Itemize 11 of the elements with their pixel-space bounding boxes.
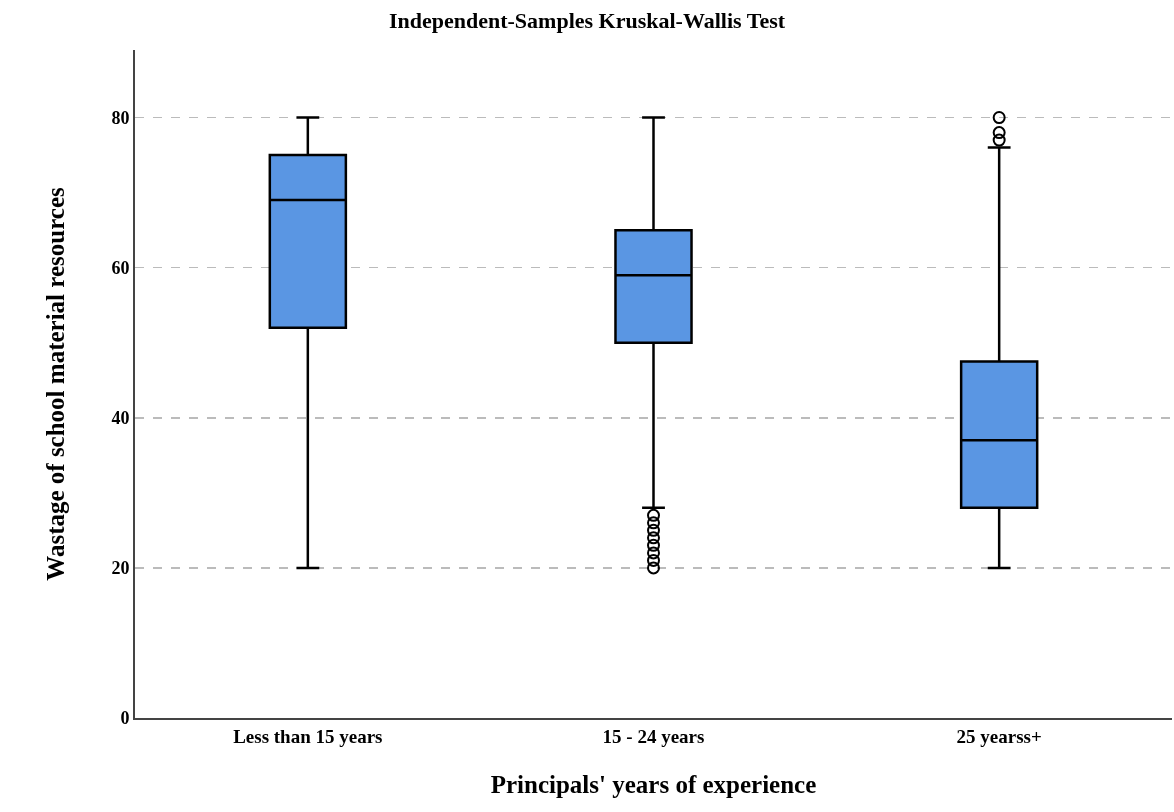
chart-title: Independent-Samples Kruskal-Wallis Test [388, 7, 786, 33]
y-tick-label: 60 [111, 257, 130, 278]
y-tick-label: 0 [120, 708, 130, 729]
x-tick-label: 15 - 24 years [602, 725, 705, 747]
x-tick-label: Less than 15 years [233, 725, 383, 747]
x-axis-title: Principals' years of experience [490, 771, 817, 799]
y-axis-title: Wastage of school material resources [41, 187, 69, 581]
y-tick-label: 80 [111, 107, 130, 128]
y-tick-label: 40 [111, 408, 130, 429]
x-tick-label: 25 yearss+ [956, 725, 1042, 747]
y-tick-label: 20 [111, 558, 130, 579]
